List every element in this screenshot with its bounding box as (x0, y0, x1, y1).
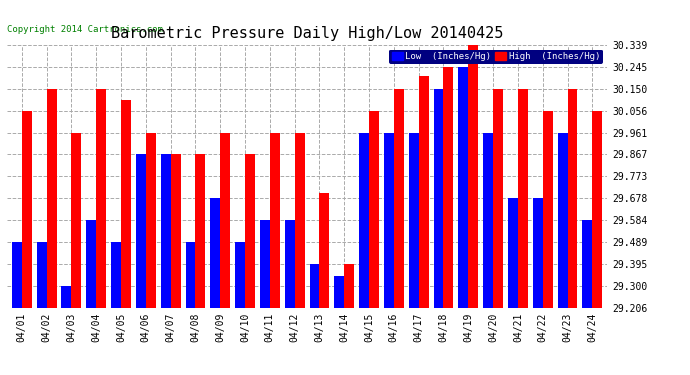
Bar (195, 154, 206, 308)
Bar (37, 242, 47, 308)
Bar (260, 220, 270, 308)
Bar (161, 154, 170, 308)
Bar (47, 89, 57, 308)
Bar (170, 154, 181, 308)
Bar (408, 133, 419, 308)
Bar (22, 111, 32, 308)
Bar (359, 133, 369, 308)
Bar (235, 242, 245, 308)
Bar (270, 133, 279, 308)
Bar (146, 133, 156, 308)
Bar (310, 264, 319, 308)
Bar (61, 286, 71, 308)
Bar (319, 193, 329, 308)
Bar (582, 220, 592, 308)
Bar (558, 133, 567, 308)
Bar (295, 133, 304, 308)
Bar (12, 242, 22, 308)
Bar (493, 89, 503, 308)
Bar (384, 133, 394, 308)
Bar (335, 276, 344, 308)
Bar (285, 220, 295, 308)
Bar (186, 242, 195, 308)
Bar (543, 111, 553, 308)
Bar (121, 100, 131, 308)
Bar (518, 89, 528, 308)
Bar (369, 111, 379, 308)
Bar (136, 154, 146, 308)
Bar (567, 89, 578, 308)
Bar (111, 242, 121, 308)
Bar (458, 67, 469, 308)
Bar (86, 220, 96, 308)
Legend: Low  (Inches/Hg), High  (Inches/Hg): Low (Inches/Hg), High (Inches/Hg) (389, 50, 602, 64)
Text: Copyright 2014 Cartronics.com: Copyright 2014 Cartronics.com (7, 26, 163, 34)
Bar (433, 89, 444, 308)
Bar (210, 198, 220, 308)
Bar (444, 67, 453, 308)
Title: Barometric Pressure Daily High/Low 20140425: Barometric Pressure Daily High/Low 20140… (111, 26, 503, 41)
Bar (394, 89, 404, 308)
Bar (533, 198, 543, 308)
Bar (592, 111, 602, 308)
Bar (419, 76, 428, 307)
Bar (483, 133, 493, 308)
Bar (344, 264, 354, 308)
Bar (245, 154, 255, 308)
Bar (220, 133, 230, 308)
Bar (96, 89, 106, 308)
Bar (508, 198, 518, 308)
Bar (71, 133, 81, 308)
Bar (469, 45, 478, 308)
